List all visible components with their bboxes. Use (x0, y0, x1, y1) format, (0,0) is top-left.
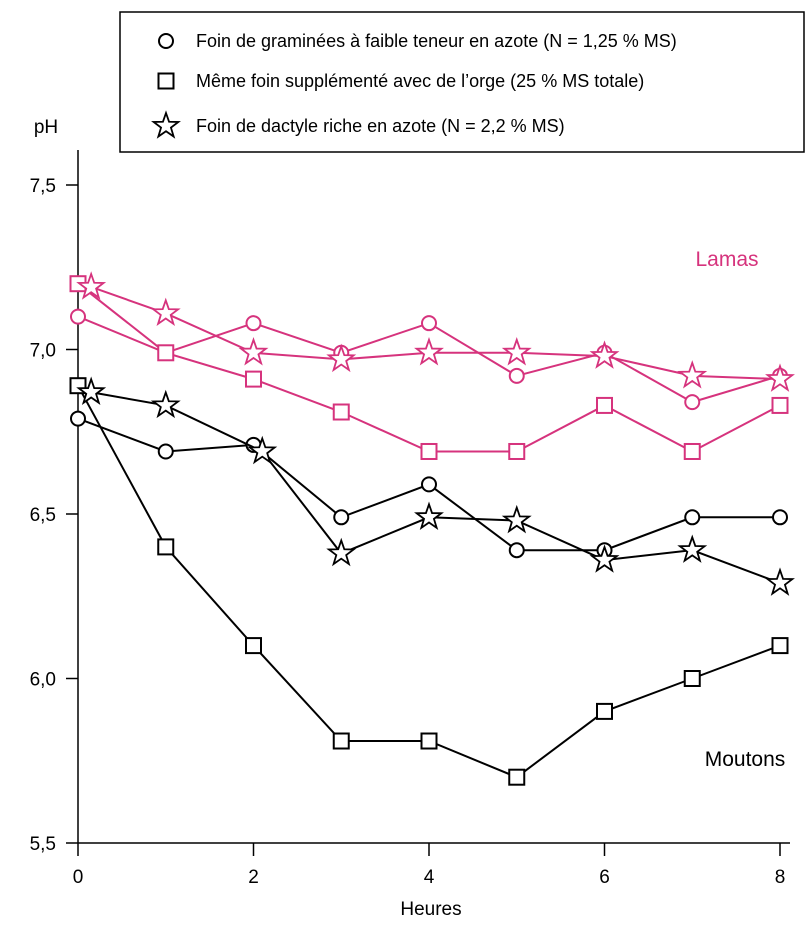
axes: 5,5 6,0 6,5 7,0 7,5 0 2 4 6 8 pH Heures (30, 117, 790, 920)
data-point-star (238, 337, 269, 366)
x-tick-label: 2 (248, 867, 259, 888)
data-point-circle (157, 443, 174, 460)
data-point-square (683, 442, 701, 460)
data-point-circle (508, 542, 525, 559)
series-line (90, 286, 781, 381)
series-lamas-circle (70, 308, 788, 411)
legend-markers (151, 33, 181, 139)
data-point-star (326, 537, 357, 567)
data-point-star (765, 567, 795, 596)
data-point-circle (70, 308, 86, 325)
data-point-square (771, 396, 789, 414)
series-layer (69, 271, 795, 786)
data-point-star (326, 343, 357, 373)
data-point-star (589, 340, 620, 369)
data-point-star (150, 389, 181, 419)
series-lamas-square (69, 275, 789, 460)
data-point-square (771, 637, 789, 655)
data-point-star (677, 360, 708, 389)
data-point-star (765, 363, 795, 392)
data-point-star (76, 271, 107, 300)
series-moutons-star (76, 376, 795, 596)
data-point-circle (684, 509, 701, 526)
x-ticks: 0 2 4 6 8 (73, 843, 786, 888)
data-point-circle (508, 367, 525, 384)
legend-box (119, 11, 805, 153)
legend-marker-square (157, 72, 175, 90)
data-point-circle (684, 394, 701, 411)
data-point-star (501, 504, 532, 534)
data-point-square (332, 403, 350, 421)
data-point-square (596, 702, 613, 720)
x-axis-label: Heures (400, 899, 461, 920)
data-point-circle (245, 315, 262, 332)
data-point-circle (70, 410, 86, 427)
data-point-star (589, 544, 620, 573)
data-point-square (596, 396, 613, 414)
legend-marker-circle (158, 33, 174, 49)
annotation-lamas: Lamas (695, 248, 758, 271)
x-tick-label: 4 (424, 867, 435, 888)
legend: Foin de graminées à faible teneur en azo… (119, 11, 805, 153)
data-point-circle (333, 509, 350, 526)
y-tick-label: 5,5 (30, 834, 56, 855)
legend-label-circle: Foin de graminées à faible teneur en azo… (196, 31, 677, 51)
data-point-square (245, 370, 262, 388)
data-point-star (150, 297, 181, 327)
data-point-star (76, 376, 107, 406)
series-moutons-circle (70, 410, 788, 559)
data-point-square (683, 670, 701, 687)
data-point-square (245, 637, 262, 655)
data-point-square (420, 442, 438, 460)
data-point-square (508, 768, 526, 786)
y-ticks: 5,5 6,0 6,5 7,0 7,5 (30, 176, 78, 855)
series-lamas-star (76, 271, 795, 392)
y-axis-label: pH (34, 117, 58, 138)
data-point-square (508, 442, 526, 460)
data-point-star (414, 501, 444, 531)
data-point-square (420, 732, 438, 750)
data-point-circle (421, 476, 437, 493)
legend-label-square: Même foin supplémenté avec de l’orge (25… (196, 71, 644, 91)
x-tick-label: 6 (599, 867, 610, 888)
data-point-star (414, 337, 444, 366)
y-tick-label: 7,5 (30, 176, 56, 197)
x-tick-label: 0 (73, 867, 84, 888)
annotation-moutons: Moutons (705, 748, 786, 771)
series-moutons-square (69, 377, 789, 786)
x-tick-label: 8 (775, 867, 786, 888)
y-tick-label: 7,0 (30, 341, 56, 362)
legend-label-star: Foin de dactyle riche en azote (N = 2,2 … (196, 116, 565, 136)
data-point-circle (421, 315, 437, 332)
data-point-square (157, 538, 175, 556)
data-point-circle (772, 509, 788, 526)
data-point-square (157, 344, 175, 362)
y-tick-label: 6,5 (30, 505, 56, 526)
y-tick-label: 6,0 (30, 670, 56, 691)
legend-marker-star (151, 110, 181, 139)
series-line (77, 282, 781, 453)
data-point-square (332, 732, 350, 750)
data-point-star (501, 337, 532, 366)
data-point-star (247, 435, 278, 465)
data-point-star (677, 534, 708, 563)
